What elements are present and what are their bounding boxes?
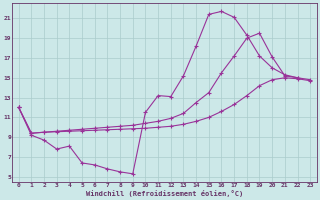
X-axis label: Windchill (Refroidissement éolien,°C): Windchill (Refroidissement éolien,°C) xyxy=(86,190,243,197)
